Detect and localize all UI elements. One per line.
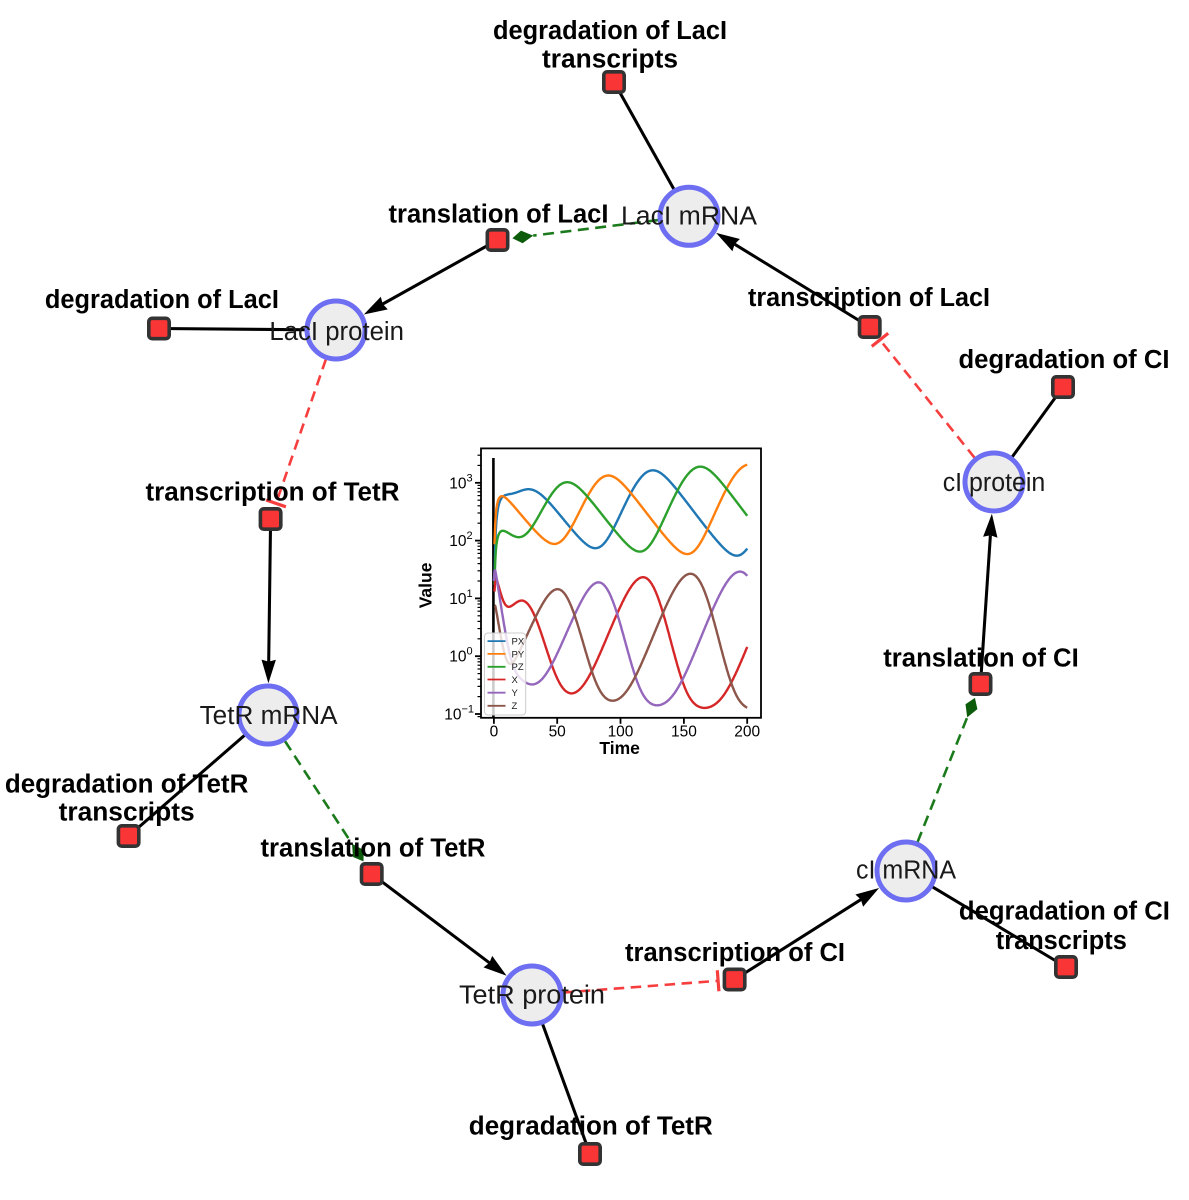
svg-text:degradation of TetR: degradation of TetR (5, 771, 249, 799)
svg-text:0: 0 (467, 646, 473, 658)
svg-text:degradation of CI: degradation of CI (959, 898, 1170, 926)
svg-text:2: 2 (467, 530, 473, 542)
svg-text:0: 0 (490, 724, 499, 741)
svg-text:PZ: PZ (512, 662, 524, 673)
svg-text:degradation of LacI: degradation of LacI (493, 17, 727, 45)
svg-text:X: X (512, 675, 519, 686)
svg-text:transcripts: transcripts (996, 927, 1127, 955)
svg-text:Y: Y (512, 688, 519, 699)
svg-text:translation of CI: translation of CI (883, 644, 1079, 672)
svg-text:cI mRNA: cI mRNA (856, 857, 956, 885)
svg-text:150: 150 (671, 724, 697, 741)
svg-text:TetR mRNA: TetR mRNA (200, 702, 338, 730)
svg-text:PY: PY (512, 649, 525, 660)
svg-text:degradation of CI: degradation of CI (959, 346, 1170, 374)
svg-text:transcription of TetR: transcription of TetR (146, 479, 400, 507)
svg-text:3: 3 (467, 472, 473, 484)
svg-text:1: 1 (467, 588, 473, 600)
svg-text:10: 10 (449, 649, 467, 666)
svg-text:100: 100 (608, 724, 634, 741)
svg-text:transcripts: transcripts (59, 799, 195, 827)
svg-text:10: 10 (449, 591, 467, 608)
svg-text:10: 10 (449, 475, 467, 492)
svg-text:degradation of TetR: degradation of TetR (469, 1113, 713, 1141)
svg-text:Time: Time (599, 738, 640, 758)
svg-text:10: 10 (449, 533, 467, 550)
svg-text:transcription of LacI: transcription of LacI (748, 284, 990, 312)
svg-text:transcripts: transcripts (542, 46, 678, 74)
svg-text:200: 200 (734, 724, 760, 741)
svg-text:transcription of CI: transcription of CI (625, 939, 845, 967)
svg-text:10: 10 (444, 707, 462, 724)
svg-text:50: 50 (549, 724, 567, 741)
svg-text:TetR protein: TetR protein (459, 982, 605, 1010)
svg-text:PX: PX (512, 637, 525, 648)
svg-text:LacI mRNA: LacI mRNA (621, 203, 757, 231)
svg-text:translation of TetR: translation of TetR (261, 835, 486, 863)
svg-text:cI protein: cI protein (943, 469, 1046, 497)
svg-text:−1: −1 (462, 704, 475, 716)
svg-text:degradation of LacI: degradation of LacI (45, 286, 279, 314)
svg-text:Z: Z (512, 701, 518, 712)
svg-text:LacI protein: LacI protein (269, 318, 404, 346)
svg-text:Value: Value (416, 562, 436, 608)
svg-text:translation of LacI: translation of LacI (389, 201, 609, 229)
